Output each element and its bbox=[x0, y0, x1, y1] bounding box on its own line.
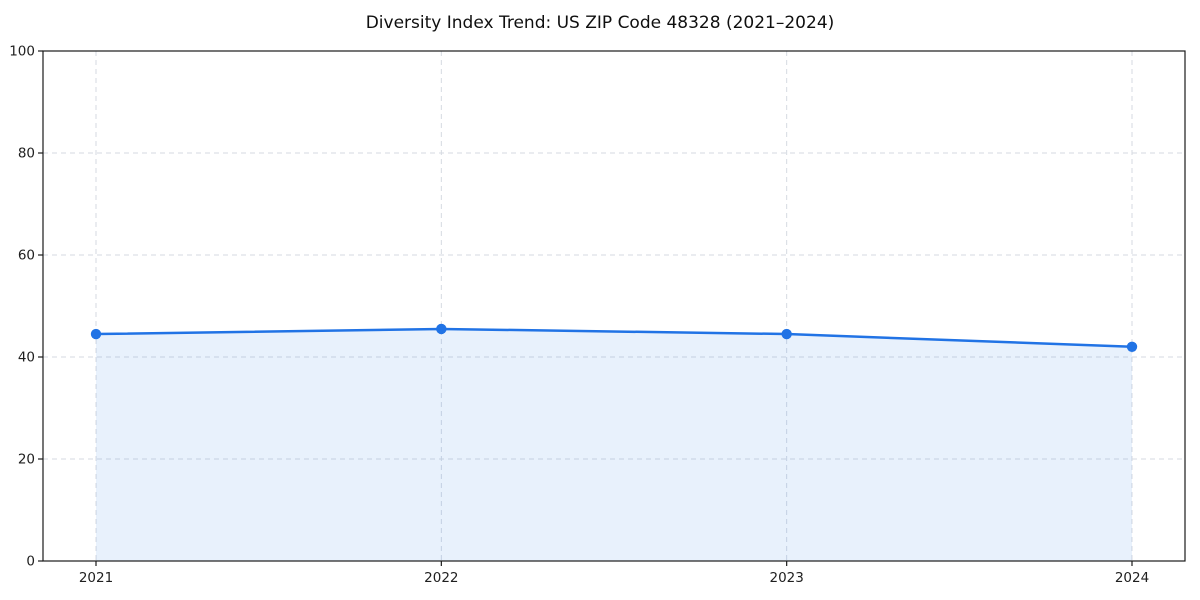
trend-line bbox=[94, 327, 1134, 349]
x-tick-label: 2024 bbox=[1115, 570, 1149, 586]
chart-title: Diversity Index Trend: US ZIP Code 48328… bbox=[365, 13, 835, 33]
data-point-2024 bbox=[1126, 341, 1138, 352]
x-tick-label: 2023 bbox=[769, 570, 803, 586]
y-tick-label: 100 bbox=[9, 44, 35, 60]
plot-border bbox=[42, 50, 1186, 562]
area-fill bbox=[96, 328, 1132, 561]
y-tick-label: 20 bbox=[18, 452, 35, 468]
data-point-2023 bbox=[781, 328, 792, 340]
y-tick-label: 40 bbox=[18, 350, 35, 366]
y-tick-label: 0 bbox=[26, 554, 35, 570]
y-tick-label: 60 bbox=[18, 248, 35, 264]
y-tick-label: 80 bbox=[18, 146, 35, 162]
data-point-2021 bbox=[90, 328, 102, 340]
x-tick-label: 2021 bbox=[79, 570, 113, 586]
data-point-2022 bbox=[436, 323, 447, 335]
x-tick-label: 2022 bbox=[424, 570, 458, 586]
